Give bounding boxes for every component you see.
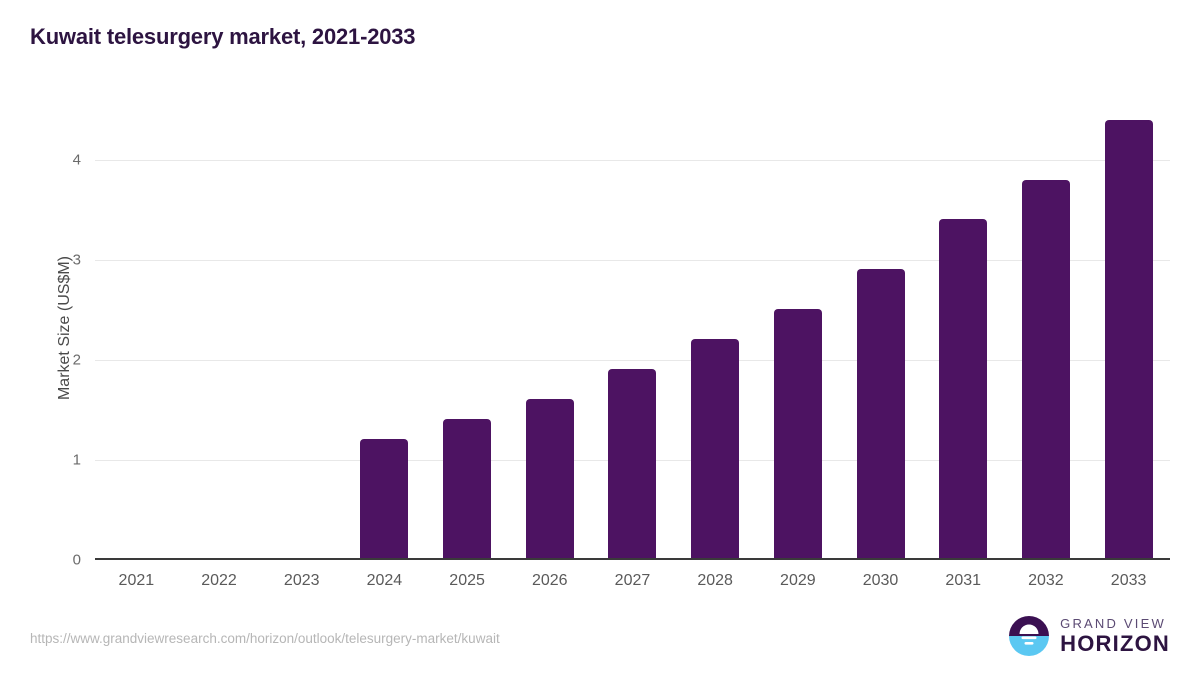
x-tick-label: 2025 (449, 572, 485, 589)
bar-slot: 2032 (1005, 95, 1088, 589)
bar-slot: 2028 (674, 95, 757, 589)
gridline (95, 160, 1170, 161)
bar[interactable] (773, 309, 822, 558)
bar[interactable] (360, 438, 409, 558)
bar-slot: 2024 (343, 95, 426, 589)
bar[interactable] (856, 269, 905, 558)
bar[interactable] (939, 219, 988, 558)
x-tick-label: 2029 (780, 572, 816, 589)
y-tick-label: 0 (72, 551, 81, 569)
bar-slot: 2026 (508, 95, 591, 589)
x-tick-label: 2028 (697, 572, 733, 589)
bar-slot: 2029 (757, 95, 840, 589)
bar[interactable] (608, 368, 657, 558)
bar-slot: 2025 (426, 95, 509, 589)
bar-slot: 2022 (178, 95, 261, 589)
bar-slot: 2023 (260, 95, 343, 589)
y-tick-label: 4 (72, 151, 81, 169)
y-axis-title: Market Size (US$M) (56, 255, 73, 400)
bar[interactable] (525, 398, 574, 558)
bar[interactable] (443, 418, 492, 558)
x-tick-label: 2026 (531, 572, 568, 589)
logo-line-one: GRAND VIEW (1060, 616, 1166, 631)
x-tick-label: 2021 (118, 572, 155, 589)
x-tick-label: 2027 (614, 572, 651, 589)
x-tick-label: 2022 (201, 572, 237, 589)
x-tick-label: 2030 (862, 572, 899, 589)
x-tick-label: 2024 (366, 572, 403, 589)
chart-title: Kuwait telesurgery market, 2021-2033 (30, 24, 416, 49)
bar-slot: 2033 (1087, 95, 1170, 589)
y-tick-label: 3 (72, 251, 81, 269)
gridline (95, 360, 1170, 361)
y-tick-label: 1 (72, 451, 81, 469)
bar[interactable] (691, 338, 740, 558)
x-tick-label: 2023 (283, 572, 320, 589)
bars-group: 2021 2022 2023 2024 2025 2026 2027 2028 2029 2030… (95, 95, 1170, 589)
gridline (95, 260, 1170, 261)
bar-slot: 2031 (922, 95, 1005, 589)
bar-slot: 2021 (95, 95, 178, 589)
bar-slot: 2030 (839, 95, 922, 589)
bar[interactable] (1104, 119, 1153, 558)
logo-line-two: HORIZON (1060, 631, 1170, 656)
source-url[interactable]: https://www.grandviewresearch.com/horizo… (30, 631, 500, 646)
brand-logo[interactable]: GRAND VIEW HORIZON (1008, 615, 1170, 657)
x-axis-line (95, 558, 1170, 560)
logo-wordmark: GRAND VIEW HORIZON (1060, 617, 1170, 655)
x-tick-label: 2032 (1028, 572, 1064, 589)
sunset-circle-icon (1008, 615, 1050, 657)
x-tick-label: 2031 (945, 572, 982, 589)
bar-slot: 2027 (591, 95, 674, 589)
x-tick-label: 2033 (1110, 572, 1147, 589)
y-tick-label: 2 (72, 351, 81, 369)
bar[interactable] (1021, 179, 1070, 558)
